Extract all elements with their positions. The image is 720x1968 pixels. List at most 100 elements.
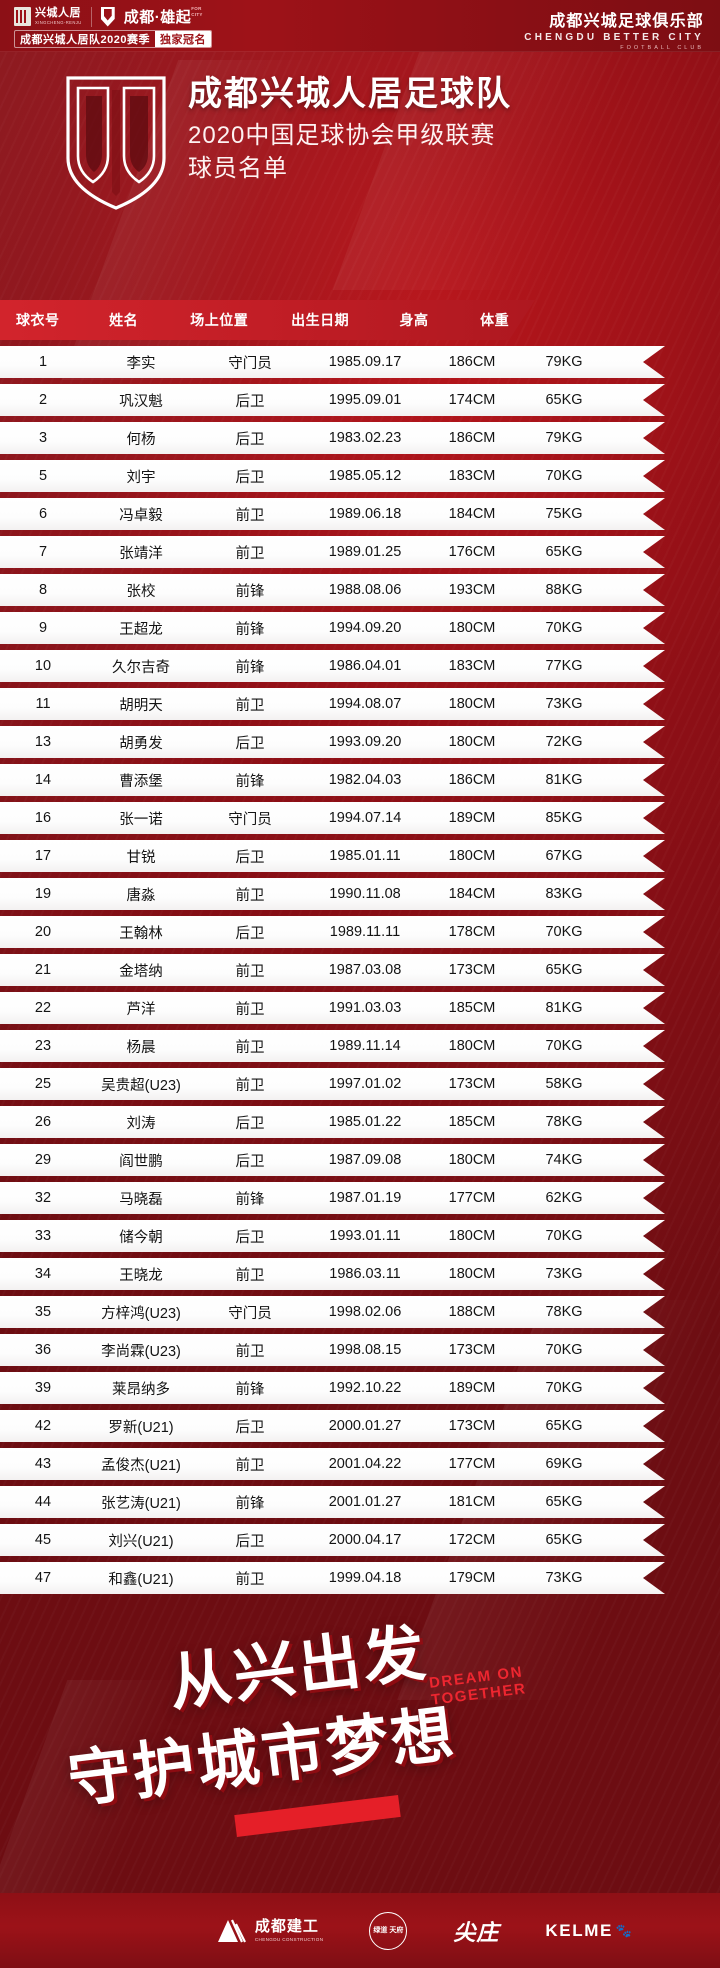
cell-height: 184CM xyxy=(448,506,496,522)
cell-no: 21 xyxy=(34,962,52,978)
cell-name: 王超龙 xyxy=(119,621,163,638)
cell-no: 1 xyxy=(38,354,48,370)
cell-dob: 1992.10.22 xyxy=(328,1380,402,1396)
cell-no: 19 xyxy=(34,886,52,902)
cell-pos: 前卫 xyxy=(235,1267,265,1284)
cell-dob: 1983.02.23 xyxy=(328,430,402,446)
cell-weight: 88KG xyxy=(545,582,583,598)
cell-weight: 58KG xyxy=(545,1076,583,1092)
cell-weight: 77KG xyxy=(545,658,583,674)
table-row: 6 冯卓毅 前卫 1989.06.18 184CM 75KG xyxy=(0,498,665,530)
cell-pos: 后卫 xyxy=(235,925,265,942)
cell-pos: 后卫 xyxy=(235,469,265,486)
cell-pos: 前锋 xyxy=(235,583,265,600)
slogan-section: 从兴出发 守护城市梦想 DREAM ON TOGETHER xyxy=(0,1619,720,1875)
cell-name: 刘宇 xyxy=(126,469,156,486)
cell-height: 174CM xyxy=(448,392,496,408)
cell-dob: 1982.04.03 xyxy=(328,772,402,788)
cell-no: 43 xyxy=(34,1456,52,1472)
cell-height: 188CM xyxy=(448,1304,496,1320)
cell-dob: 1986.03.11 xyxy=(329,1266,401,1282)
cell-no: 25 xyxy=(34,1076,52,1092)
table-header-cell: 体重 xyxy=(480,312,510,328)
cell-pos: 后卫 xyxy=(235,1229,265,1246)
table-row: 9 王超龙 前锋 1994.09.20 180CM 70KG xyxy=(0,612,665,644)
cell-dob: 2001.04.22 xyxy=(328,1456,402,1472)
cell-weight: 81KG xyxy=(545,772,583,788)
cell-weight: 70KG xyxy=(545,1380,583,1396)
top-bar: 兴城人居 XINGCHENG-RENJU 成都·雄起FOR CITY 成都兴城人居… xyxy=(0,0,720,52)
table-row: 42 罗新(U21) 后卫 2000.01.27 173CM 65KG xyxy=(0,1410,665,1442)
sponsor-jianzhuang: 尖庄 xyxy=(453,1915,499,1947)
table-row: 25 吴贵超(U23) 前卫 1997.01.02 173CM 58KG xyxy=(0,1068,665,1100)
cell-name: 杨晨 xyxy=(126,1039,156,1056)
cell-pos: 前卫 xyxy=(235,1343,265,1360)
cell-dob: 1998.02.06 xyxy=(328,1304,402,1320)
cell-no: 16 xyxy=(34,810,52,826)
shield-icon xyxy=(100,6,115,27)
table-row: 29 阎世鹏 后卫 1987.09.08 180CM 74KG xyxy=(0,1144,665,1176)
sponsor-name: 绿道 天府 xyxy=(373,1926,404,1934)
cell-height: 176CM xyxy=(448,544,496,560)
cell-weight: 81KG xyxy=(545,1000,583,1016)
page-subtitle: 2020中国足球协会甲级联赛 xyxy=(188,122,496,150)
club-name-en-sub: FOOTBALL CLUB xyxy=(620,45,704,51)
cell-dob: 1998.08.15 xyxy=(328,1342,402,1358)
sponsor-name-en: CHENGDU CONSTRUCTION xyxy=(254,1937,324,1942)
cell-name: 和鑫(U21) xyxy=(108,1571,174,1588)
cell-height: 180CM xyxy=(448,1228,496,1244)
cell-pos: 前锋 xyxy=(235,773,265,790)
cell-name: 李尚霖(U23) xyxy=(101,1343,181,1360)
cell-pos: 守门员 xyxy=(228,1305,272,1322)
sponsor-kelme: KELME 🐾 xyxy=(545,1921,632,1941)
cell-no: 36 xyxy=(34,1342,52,1358)
table-header-cell: 出生日期 xyxy=(291,312,350,328)
cell-weight: 79KG xyxy=(545,354,583,370)
cell-height: 179CM xyxy=(448,1570,496,1586)
cell-weight: 85KG xyxy=(545,810,583,826)
cell-no: 14 xyxy=(34,772,52,788)
cell-dob: 1985.01.22 xyxy=(328,1114,402,1130)
cell-no: 2 xyxy=(38,392,48,408)
cell-weight: 70KG xyxy=(545,1228,583,1244)
cell-weight: 70KG xyxy=(545,620,583,636)
table-row: 45 刘兴(U21) 后卫 2000.04.17 172CM 65KG xyxy=(0,1524,665,1556)
table-header-cell: 姓名 xyxy=(109,312,139,328)
cell-no: 8 xyxy=(38,582,48,598)
table-row: 23 杨晨 前卫 1989.11.14 180CM 70KG xyxy=(0,1030,665,1062)
cell-dob: 1988.08.06 xyxy=(328,582,402,598)
slogan-chinese: 从兴出发 守护城市梦想 xyxy=(52,1599,460,1819)
mountain-triangle-icon xyxy=(217,1918,248,1944)
table-row: 21 金塔纳 前卫 1987.03.08 173CM 65KG xyxy=(0,954,665,986)
cell-height: 186CM xyxy=(448,772,496,788)
cell-height: 172CM xyxy=(448,1532,496,1548)
cell-height: 183CM xyxy=(448,468,496,484)
cell-weight: 70KG xyxy=(545,1038,583,1054)
cell-height: 173CM xyxy=(448,1418,496,1434)
table-row: 35 方梓鸿(U23) 守门员 1998.02.06 188CM 78KG xyxy=(0,1296,665,1328)
cell-height: 181CM xyxy=(448,1494,496,1510)
cell-height: 193CM xyxy=(448,582,496,598)
cell-no: 35 xyxy=(34,1304,52,1320)
cell-weight: 69KG xyxy=(545,1456,583,1472)
cell-dob: 1989.01.25 xyxy=(328,544,402,560)
cell-dob: 2000.04.17 xyxy=(328,1532,402,1548)
cell-no: 47 xyxy=(34,1570,52,1586)
cell-weight: 65KG xyxy=(545,392,583,408)
cell-name: 芦洋 xyxy=(126,1001,156,1018)
cell-weight: 65KG xyxy=(545,1418,583,1434)
cell-dob: 1985.09.17 xyxy=(328,354,402,370)
cell-name: 吴贵超(U23) xyxy=(101,1077,181,1094)
cell-pos: 前锋 xyxy=(235,621,265,638)
cell-height: 184CM xyxy=(448,886,496,902)
cell-height: 173CM xyxy=(448,1076,496,1092)
cell-pos: 后卫 xyxy=(235,1115,265,1132)
cell-name: 刘兴(U21) xyxy=(108,1533,174,1550)
cell-height: 178CM xyxy=(448,924,496,940)
slogan-text: 成都·雄起 xyxy=(123,9,192,26)
cell-pos: 前卫 xyxy=(235,1001,265,1018)
cell-no: 10 xyxy=(34,658,52,674)
table-row: 5 刘宇 后卫 1985.05.12 183CM 70KG xyxy=(0,460,665,492)
cell-weight: 83KG xyxy=(545,886,583,902)
circular-panda-icon: 绿道 天府 xyxy=(369,1911,408,1950)
